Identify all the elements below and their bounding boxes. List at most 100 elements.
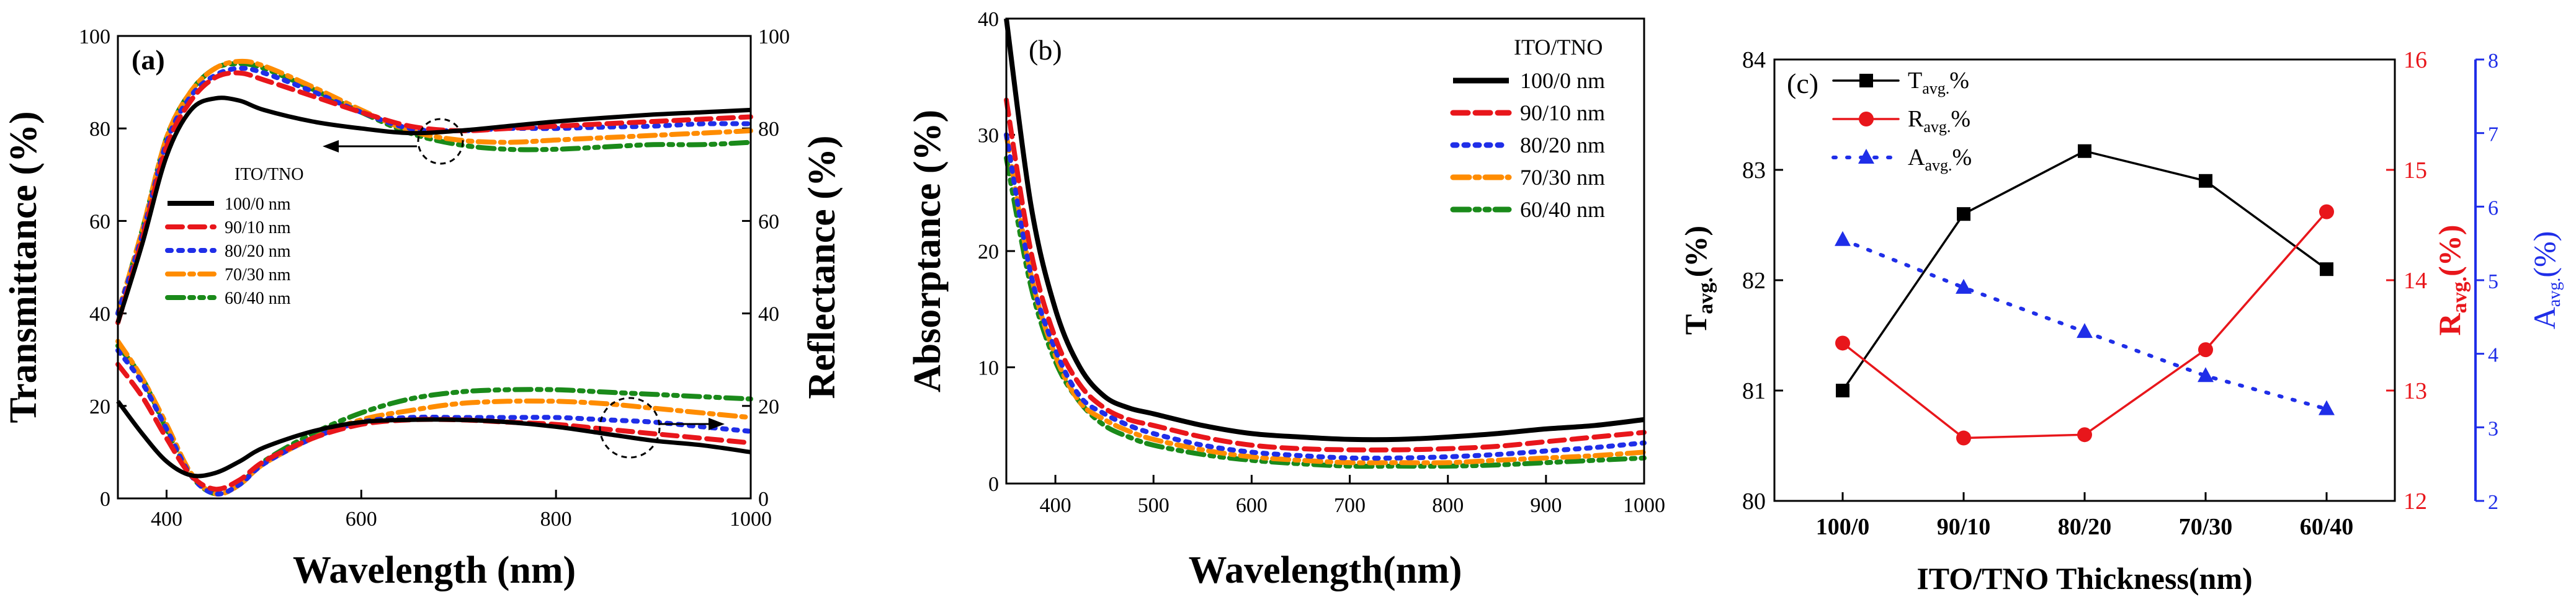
panel-c-label: (c): [1787, 68, 1818, 99]
panel-b-xtick-label: 600: [1236, 494, 1268, 517]
panel-a-legend-title: ITO/TNO: [235, 165, 303, 184]
panel-b: 400 500 600 700 800 900 1000 0 10 20 30 40 (b) Wave…: [906, 8, 1665, 591]
panel-c-marker-t: [1957, 207, 1970, 221]
panel-c-marker-r: [2198, 342, 2213, 358]
panel-a-legend-label: 60/40 nm: [225, 289, 291, 308]
panel-a-ytick-right-label: 0: [758, 488, 769, 511]
panel-a-legend-label: 70/30 nm: [225, 265, 291, 285]
panel-c-legend-label: Ravg.%: [1908, 106, 1970, 136]
panel-a-ytick-label: 0: [100, 488, 110, 511]
panel-c-ylabel-r: Ravg.(%): [2432, 225, 2471, 336]
absorptance-line-100-0: [1004, 18, 1645, 443]
panel-a-ytick-label: 20: [89, 396, 110, 418]
panel-a-ytick-label: 40: [89, 303, 110, 326]
panel-c-ytick-a-label: 7: [2488, 123, 2498, 146]
panel-a-xlabel: Wavelength (nm): [293, 549, 576, 591]
panel-c-ytick-t-label: 82: [1742, 268, 1766, 294]
panel-c-marker-a: [2319, 400, 2335, 415]
panel-a-ytick-right-label: 100: [758, 25, 790, 48]
panel-c-ylabel-t: Tavg.(%): [1678, 226, 1717, 335]
panel-a-ylabel-right: Reflectance (%): [801, 135, 843, 399]
panel-c-ytick-a-label: 4: [2488, 344, 2498, 367]
panel-a-ytick-label: 100: [79, 25, 110, 48]
panel-c-marker-r: [2077, 427, 2092, 443]
panel-c-xtick-label: 100/0: [1816, 514, 1870, 540]
panel-b-ytick-label: 0: [988, 473, 999, 496]
panel-c-marker-t: [2078, 144, 2091, 158]
panel-c-legend: Tavg.% Ravg.% Aavg.%: [1831, 68, 1972, 174]
panel-c-ytick-t-label: 83: [1742, 157, 1766, 183]
panel-a-ytick-right-label: 20: [758, 396, 779, 418]
panel-b-legend-label: 80/20 nm: [1520, 133, 1605, 157]
panel-c-frame: [1773, 58, 2396, 502]
panel-c-ytick-a-label: 2: [2488, 491, 2498, 514]
panel-a-ytick-right-label: 60: [758, 210, 779, 233]
panel-b-legend-label: 100/0 nm: [1520, 68, 1605, 93]
panel-c-legend-marker: [1859, 112, 1874, 126]
panel-b-legend-label: 70/30 nm: [1520, 165, 1605, 190]
panel-b-xtick-label: 900: [1530, 494, 1562, 517]
panel-c-ytick-r-label: 16: [2404, 47, 2427, 73]
panel-b-ytick-label: 10: [978, 357, 999, 380]
panel-b-xtick-label: 800: [1432, 494, 1464, 517]
panel-c-legend-marker: [1858, 149, 1874, 164]
transmittance-line-100-0: [115, 95, 751, 324]
panel-c-marker-r: [2319, 204, 2334, 219]
arrow-right-head: [709, 418, 725, 430]
panel-b-ytick-label: 30: [978, 125, 999, 148]
panel-a-xtick-label: 400: [151, 508, 182, 531]
panel-a-ytick-label: 60: [89, 210, 110, 233]
panel-c-ytick-a-label: 8: [2488, 50, 2498, 73]
panel-a-annotations: [323, 118, 725, 459]
absorptance-line-80-20: [1004, 132, 1647, 461]
panel-a-legend-label: 80/20 nm: [225, 242, 291, 261]
reflectance-line-70-30: [115, 338, 753, 497]
panel-b-xtick-label: 700: [1334, 494, 1366, 517]
panel-b-frame: [1005, 17, 1645, 485]
panel-c-ytick-t-label: 80: [1742, 488, 1766, 515]
panel-c-ylabel-a: Aavg.(%): [2527, 231, 2564, 330]
panel-c-ytick-a-label: 3: [2488, 417, 2498, 440]
panel-c-xtick-label: 60/40: [2300, 514, 2354, 540]
panel-c-marker-r: [1835, 335, 1850, 351]
panel-c-marker-r: [1956, 430, 1971, 446]
panel-c: 100/0 90/10 80/20 70/30 60/40808182838412131…: [1678, 47, 2564, 596]
panel-b-label: (b): [1029, 34, 1062, 66]
panel-b-ylabel: Absorptance (%): [906, 110, 949, 392]
panel-a-legend-label: 100/0 nm: [225, 195, 291, 214]
panel-c-ytick-a-label: 6: [2488, 197, 2498, 219]
panel-c-marker-t: [2199, 174, 2212, 188]
panel-a-legend-label: 90/10 nm: [225, 218, 291, 237]
transmittance-line-90-10: [115, 70, 753, 325]
panel-c-legend-label: Tavg.%: [1908, 68, 1969, 97]
panel-a-ylabel: Transmittance (%): [2, 111, 45, 423]
panel-c-xlabel: ITO/TNO Thickness(nm): [1916, 561, 2252, 596]
panel-c-ytick-r-label: 12: [2404, 488, 2427, 515]
panel-c-ytick-a-label: 5: [2488, 270, 2498, 293]
panel-c-ytick-r-label: 13: [2404, 378, 2427, 404]
panel-a-ytick-label: 80: [89, 118, 110, 141]
panel-c-marker-t: [2320, 262, 2333, 276]
panel-c-marker-t: [1836, 384, 1849, 397]
panel-a-label: (a): [132, 44, 165, 76]
panel-b-legend-label: 90/10 nm: [1520, 100, 1605, 125]
annotation-circle-reflectance: [599, 397, 661, 459]
panel-c-xtick-label: 90/10: [1937, 514, 1991, 540]
panel-a-ytick-right-label: 80: [758, 118, 779, 141]
panel-b-ytick-label: 20: [978, 241, 999, 263]
panel-c-marker-a: [1835, 231, 1851, 246]
panel-c-marker-a: [2198, 367, 2214, 382]
panel-b-xtick-label: 1000: [1623, 494, 1665, 517]
panel-a-xtick-label: 1000: [730, 508, 772, 531]
panel-b-ytick-label: 40: [978, 8, 999, 31]
panel-b-legend: ITO/TNO 100/0 nm 90/10 nm 80/20 nm 70/30 nm…: [1450, 35, 1605, 222]
panel-c-ytick-t-label: 84: [1742, 47, 1766, 73]
annotation-circle-transmittance: [417, 118, 464, 165]
panel-b-xtick-label: 500: [1138, 494, 1169, 517]
panel-a-xtick-label: 600: [346, 508, 377, 531]
panel-c-ytick-r-label: 14: [2404, 268, 2427, 294]
panel-c-legend-label: Aavg.%: [1908, 144, 1972, 174]
panel-c-ytick-t-label: 81: [1742, 378, 1766, 404]
panel-c-marker-a: [1956, 278, 1972, 294]
